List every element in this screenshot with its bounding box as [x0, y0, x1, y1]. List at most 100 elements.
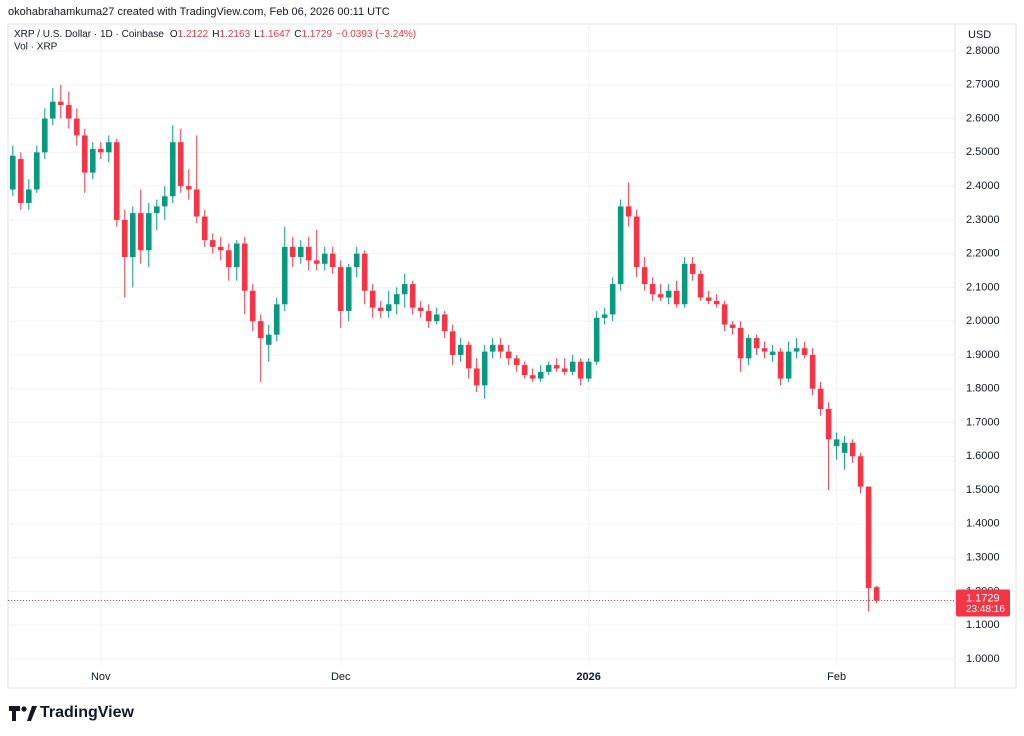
- y-tick-label: 2.1000: [966, 281, 1000, 293]
- candle-body: [761, 348, 768, 352]
- y-tick-label: 1.0000: [966, 653, 1000, 665]
- brand: TradingView: [40, 704, 135, 721]
- legend-field-label: O: [170, 29, 178, 40]
- legend-field-value: 1.2122: [178, 29, 209, 40]
- candle-body: [169, 142, 176, 197]
- candle-body: [537, 371, 544, 379]
- y-tick-label: 1.7000: [966, 416, 1000, 428]
- candle-body: [489, 344, 496, 352]
- candle-body: [689, 263, 696, 274]
- candle-body: [353, 253, 360, 268]
- candle-body: [553, 365, 560, 369]
- candle-body: [321, 253, 328, 264]
- candle-body: [417, 307, 424, 312]
- candle-body: [865, 486, 872, 588]
- y-tick-label: 2.6000: [966, 112, 1000, 124]
- candle-body: [873, 587, 880, 601]
- candle-body: [137, 213, 144, 251]
- candle-body: [577, 361, 584, 379]
- candle-body: [657, 294, 664, 298]
- y-tick-label: 1.5000: [966, 484, 1000, 496]
- legend-field-value: 1.1647: [260, 29, 291, 40]
- candle-body: [777, 351, 784, 379]
- candle-body: [161, 196, 168, 207]
- candle-body: [681, 263, 688, 305]
- candle-body: [793, 348, 800, 352]
- brand-logo: [9, 706, 37, 721]
- candle-body: [785, 351, 792, 379]
- candle-body: [465, 344, 472, 369]
- candle-body: [737, 327, 744, 359]
- candle-body: [633, 216, 640, 268]
- currency: USD: [968, 29, 991, 41]
- candle-body: [25, 189, 32, 203]
- candle-body: [329, 253, 336, 268]
- x-tick-label: Feb: [827, 671, 846, 683]
- y-tick-label: 2.3000: [966, 214, 1000, 226]
- candle-body: [265, 334, 272, 345]
- candle-body: [241, 243, 248, 291]
- candle-body: [505, 351, 512, 359]
- candle-body: [361, 253, 368, 291]
- candle-body: [801, 348, 808, 355]
- candle-body: [97, 148, 104, 153]
- candle-body: [697, 273, 704, 298]
- candle-body: [89, 148, 96, 173]
- y-tick-label: 1.4000: [966, 518, 1000, 530]
- last-price-box: [956, 589, 1010, 617]
- candle-body: [185, 186, 192, 190]
- y-tick-label: 1.6000: [966, 450, 1000, 462]
- candle-body: [337, 267, 344, 312]
- candle-body: [73, 118, 80, 136]
- candle-body: [305, 246, 312, 261]
- candle-body: [521, 365, 528, 376]
- legend-field-value: 1.2163: [219, 29, 250, 40]
- candle-body: [753, 338, 760, 349]
- candle-body: [177, 142, 184, 187]
- candle-body: [809, 354, 816, 389]
- candle-body: [9, 155, 16, 190]
- candle-body: [561, 368, 568, 372]
- candle-body: [129, 213, 136, 258]
- candle-body: [65, 105, 72, 119]
- candle-body: [529, 375, 536, 379]
- candle-body: [713, 300, 720, 305]
- candle-body: [345, 267, 352, 312]
- candle-body: [425, 311, 432, 322]
- candle-body: [49, 101, 56, 119]
- candle-body: [585, 361, 592, 379]
- candle-body: [145, 213, 152, 251]
- y-tick-label: 2.8000: [966, 45, 1000, 57]
- y-tick-label: 1.8000: [966, 383, 1000, 395]
- candle-body: [665, 290, 672, 298]
- candle-body: [833, 439, 840, 447]
- candle-body: [313, 260, 320, 264]
- last-price-label: 1.1729: [966, 592, 1000, 604]
- candle-body: [41, 118, 48, 153]
- candle-body: [513, 358, 520, 366]
- candle-body: [545, 365, 552, 372]
- candle-body: [849, 442, 856, 457]
- candle-body: [217, 246, 224, 251]
- y-tick-label: 2.0000: [966, 315, 1000, 327]
- candle-body: [57, 101, 64, 106]
- candle-body: [385, 304, 392, 312]
- candle-body: [569, 361, 576, 372]
- candle-body: [457, 344, 464, 355]
- candle-body: [257, 321, 264, 339]
- candle-body: [617, 206, 624, 285]
- candle-body: [769, 351, 776, 355]
- candle-body: [81, 135, 88, 173]
- candle-body: [481, 351, 488, 386]
- candle-body: [113, 142, 120, 220]
- candle-body: [497, 344, 504, 352]
- x-tick-label: Nov: [91, 671, 111, 683]
- candle-body: [369, 290, 376, 308]
- legend-field-value: 1.1729: [301, 29, 332, 40]
- candle-body: [281, 246, 288, 305]
- candle-body: [193, 189, 200, 217]
- candle-body: [817, 388, 824, 409]
- candle-body: [857, 456, 864, 487]
- candle-body: [297, 246, 304, 258]
